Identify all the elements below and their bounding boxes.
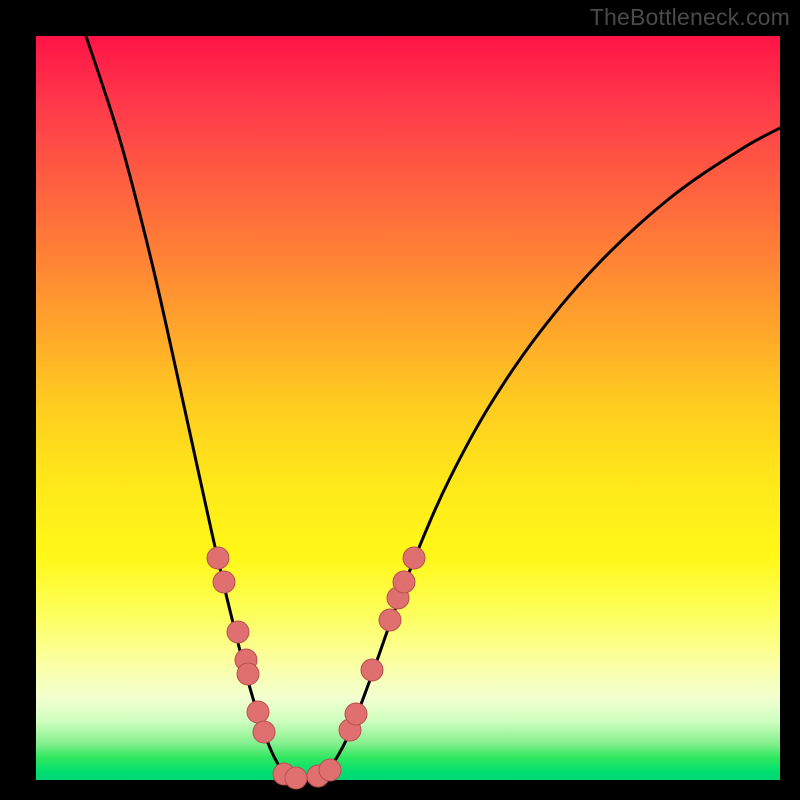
data-marker — [361, 659, 383, 681]
data-marker — [285, 767, 307, 789]
chart-frame: TheBottleneck.com — [0, 0, 800, 800]
data-marker — [207, 547, 229, 569]
data-marker — [379, 609, 401, 631]
data-marker — [345, 703, 367, 725]
data-marker — [403, 547, 425, 569]
data-marker — [393, 571, 415, 593]
curve-layer — [0, 0, 800, 800]
data-marker — [213, 571, 235, 593]
data-marker — [319, 759, 341, 781]
data-marker — [237, 663, 259, 685]
data-marker — [247, 701, 269, 723]
data-marker — [253, 721, 275, 743]
bottleneck-curve — [86, 36, 780, 780]
data-marker — [227, 621, 249, 643]
marker-group — [207, 547, 425, 789]
